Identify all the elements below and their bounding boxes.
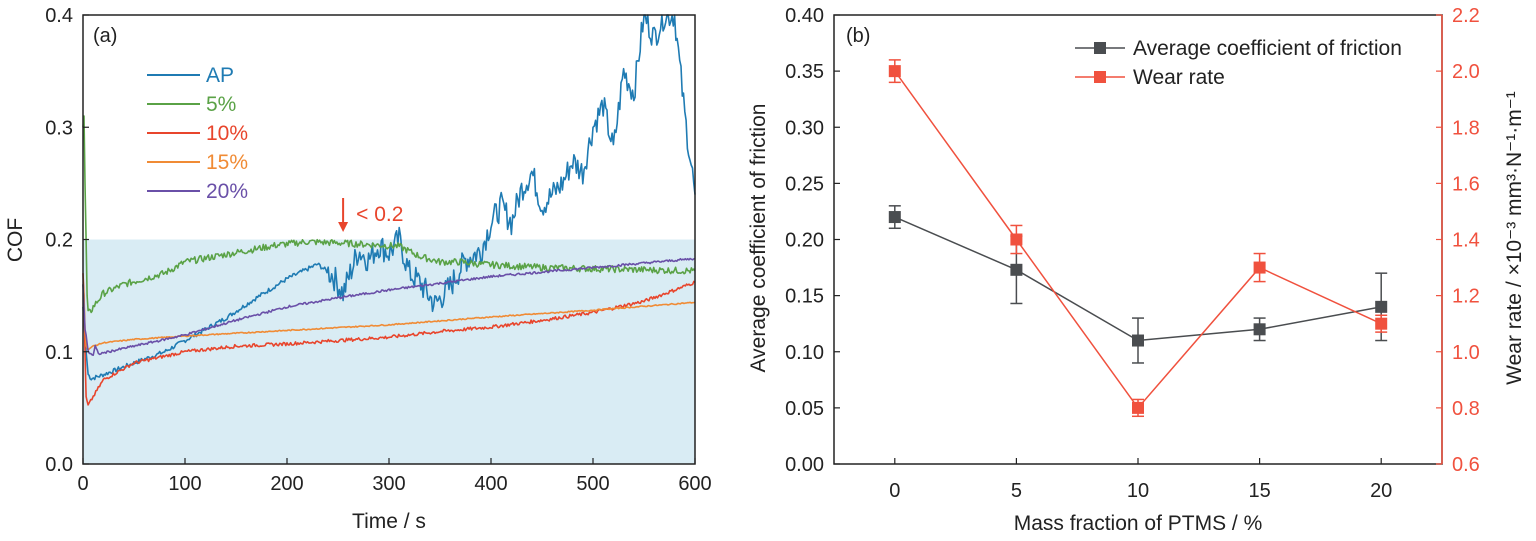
legend-b: Average coefficient of friction Wear rate: [1075, 37, 1402, 89]
y-tick-label: 0.1: [45, 342, 73, 364]
y-tick-label: 0.0: [45, 454, 73, 476]
y-right-tick-label: 1.2: [1452, 286, 1480, 308]
x-tick-label: 10: [1127, 480, 1149, 502]
y-tick-label: 0.10: [785, 342, 824, 364]
data-marker: [1253, 323, 1266, 336]
y-right-tick-label: 2.2: [1452, 5, 1480, 27]
cof-series-lines: [82, 14, 696, 406]
data-marker: [888, 65, 901, 78]
x-tick-label: 100: [168, 473, 201, 495]
y-tick-label: 0.05: [785, 398, 824, 420]
y-tick-label: 0.3: [45, 117, 73, 139]
cof-time-chart: 0 100 200 300 400 500 600 0.00.10.20.30.4 (a) …: [4, 5, 712, 533]
legend-marker: [1094, 71, 1106, 83]
panel-label-a: (a): [93, 25, 117, 47]
threshold-annotation: < 0.2: [338, 198, 403, 232]
x-tick-label: 20: [1370, 480, 1392, 502]
y-tick-label: 0.25: [785, 173, 824, 195]
data-marker: [1375, 300, 1388, 313]
data-marker: [1010, 263, 1023, 276]
legend-marker: [1094, 42, 1106, 54]
series-line-20pct: [82, 257, 696, 357]
panel-label-b: (b): [846, 25, 870, 47]
y-tick-label: 0.35: [785, 61, 824, 83]
y-axis-title-a: COF: [4, 218, 27, 262]
x-tick-label: 300: [372, 473, 405, 495]
y-right-tick-label: 2.0: [1452, 61, 1480, 83]
x-ticks-a: 0 100 200 300 400 500 600: [77, 458, 712, 495]
y-right-tick-label: 1.0: [1452, 342, 1480, 364]
x-axis-title-b: Mass fraction of PTMS / %: [1014, 512, 1263, 535]
y-tick-label: 0.4: [45, 5, 73, 27]
shaded-region-below-0.2: [83, 239, 695, 464]
friction-wear-series: [888, 59, 1388, 418]
y-ticks-b-left: 0.00 0.05 0.10 0.15 0.20 0.25 0.30 0.35 0.40: [785, 5, 840, 476]
data-marker: [1132, 401, 1144, 414]
legend-label: 15%: [206, 151, 248, 174]
x-tick-label: 0: [889, 480, 900, 502]
y-tick-label: 0.20: [785, 230, 824, 252]
series-line-ap: [82, 14, 696, 381]
y-ticks-b-right: 0.6 0.8 1.0 1.2 1.4 1.6 1.8 2.0 2.2: [1436, 5, 1480, 476]
x-tick-label: 500: [576, 473, 609, 495]
y-right-tick-label: 0.6: [1452, 454, 1480, 476]
data-marker: [1010, 233, 1023, 246]
legend-label: Average coefficient of friction: [1133, 37, 1402, 60]
y-tick-label: 0.2: [45, 230, 73, 252]
y-right-tick-label: 1.6: [1452, 173, 1480, 195]
legend-a: AP 5% 10% 15% 20%: [147, 64, 248, 203]
data-marker: [888, 211, 901, 224]
y-right-tick-label: 1.4: [1452, 230, 1480, 252]
y-tick-label: 0.15: [785, 286, 824, 308]
data-marker: [1253, 261, 1266, 274]
x-ticks-b: 0 5 10 15 20: [889, 458, 1392, 502]
legend-label: 5%: [206, 93, 236, 116]
legend-label: AP: [206, 64, 234, 87]
data-marker: [1375, 317, 1388, 330]
x-tick-label: 15: [1248, 480, 1270, 502]
y-right-tick-label: 0.8: [1452, 398, 1480, 420]
legend-label: 10%: [206, 122, 248, 145]
x-tick-label: 0: [77, 473, 88, 495]
y-tick-label: 0.00: [785, 454, 824, 476]
x-tick-label: 200: [270, 473, 303, 495]
y-axis-title-b-right: Wear rate / ×10⁻³ mm³·N⁻¹·m⁻¹: [1503, 91, 1526, 385]
y-axis-title-b-left: Average coefficient of friction: [747, 104, 770, 373]
y-tick-label: 0.30: [785, 117, 824, 139]
data-marker: [1132, 334, 1144, 347]
legend-label: Wear rate: [1133, 66, 1225, 89]
friction-wear-chart: 0 5 10 15 20 0.00 0.05 0.10 0.15 0.20 0.25 0.30 0.3…: [747, 5, 1526, 535]
x-tick-label: 400: [474, 473, 507, 495]
series-line-15pct: [82, 284, 696, 351]
legend-label: 20%: [206, 180, 248, 203]
x-axis-title-a: Time / s: [352, 510, 426, 533]
y-tick-label: 0.40: [785, 5, 824, 27]
x-tick-label: 5: [1011, 480, 1022, 502]
x-tick-label: 600: [678, 473, 711, 495]
annotation-label: < 0.2: [356, 203, 403, 226]
y-ticks-a: 0.0 0.1 0.2 0.3 0.4: [45, 5, 89, 476]
y-right-tick-label: 1.8: [1452, 117, 1480, 139]
annotation-arrow-head: [338, 222, 349, 232]
